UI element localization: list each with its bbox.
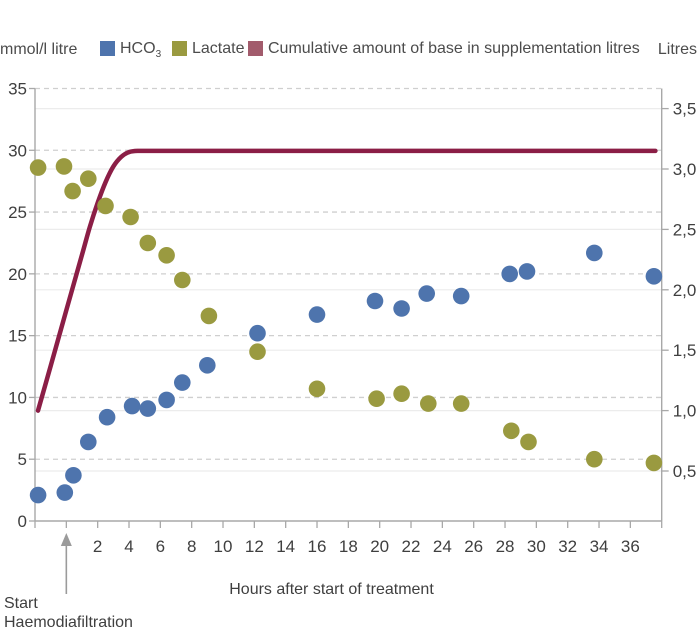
lactate-point: [64, 182, 81, 200]
left-tick-label: 15: [8, 327, 27, 346]
legend-item-hco3: HCO3: [100, 40, 161, 63]
lactate-swatch: [172, 41, 187, 56]
start-annotation: Start Haemodiafiltration: [4, 594, 133, 632]
hco3-point: [199, 357, 216, 374]
hco3-point: [501, 265, 518, 283]
left-axis-unit-label: mmol/l litre: [0, 41, 78, 58]
legend-label-hco3: HCO3: [120, 40, 161, 63]
right-tick-label: 2,0: [673, 281, 697, 300]
lactate-point: [158, 247, 175, 264]
hco3-point: [174, 374, 191, 391]
x-tick-label: 26: [464, 537, 483, 556]
lactate-point: [503, 422, 520, 440]
lactate-point: [645, 454, 663, 472]
left-tick-label: 35: [8, 80, 27, 99]
lactate-point: [249, 343, 266, 361]
hco3-point: [518, 263, 536, 280]
lactate-point: [368, 390, 385, 408]
hco3-point: [65, 467, 82, 484]
cumulative-line: [35, 148, 658, 413]
right-tick-label: 2,5: [673, 220, 697, 239]
lactate-point: [200, 307, 218, 325]
left-tick-label: 30: [8, 141, 27, 160]
lactate-point: [122, 208, 139, 226]
left-tick-label: 10: [8, 388, 27, 407]
hco3-label-text: HCO: [120, 40, 156, 57]
hco3-point: [80, 433, 97, 451]
legend-item-lactate: Lactate: [172, 40, 244, 57]
right-tick-label: 0,5: [673, 462, 697, 481]
x-tick-label: 16: [308, 537, 327, 556]
hco3-swatch: [100, 41, 115, 56]
hco3-point: [98, 408, 116, 426]
x-tick-label: 34: [590, 537, 609, 556]
hco3-point: [452, 287, 470, 305]
x-tick-label: 36: [621, 537, 640, 556]
lactate-point: [520, 433, 537, 451]
left-tick-label: 0: [18, 512, 27, 531]
hco3-point: [393, 300, 410, 317]
x-tick-label: 28: [496, 537, 515, 556]
x-tick-label: 30: [527, 537, 546, 556]
x-tick-label: 2: [93, 537, 102, 556]
hco3-point: [249, 324, 266, 342]
cumulative-swatch: [248, 41, 263, 56]
lactate-point: [80, 170, 97, 187]
x-tick-label: 14: [276, 537, 295, 556]
hco3-point: [56, 484, 74, 501]
x-tick-label: 24: [433, 537, 452, 556]
lactate-point: [586, 450, 603, 468]
legend-item-cumulative: Cumulative amount of base in supplementa…: [248, 40, 640, 57]
start-arrow-head: [60, 533, 72, 546]
legend-label-lactate: Lactate: [192, 40, 245, 57]
hco3-point: [366, 292, 384, 310]
lactate-point: [97, 197, 114, 215]
x-tick-label: 4: [124, 537, 133, 556]
left-tick-label: 5: [18, 450, 27, 469]
x-tick-label: 6: [156, 537, 165, 556]
right-tick-label: 1,0: [673, 402, 697, 421]
lactate-point: [420, 395, 437, 412]
x-tick-label: 10: [214, 537, 233, 556]
lactate-point: [29, 159, 47, 176]
x-tick-label: 20: [370, 537, 389, 556]
legend-label-cumulative: Cumulative amount of base in supplementa…: [268, 40, 640, 57]
hco3-point: [123, 397, 141, 415]
x-tick-label: 8: [187, 537, 196, 556]
hco3-point: [418, 285, 436, 302]
lactate-point: [452, 395, 470, 412]
hco3-subscript: 3: [155, 49, 162, 60]
hco3-point: [29, 486, 47, 504]
hco3-point: [645, 268, 663, 285]
left-tick-label: 20: [8, 265, 27, 284]
start-annotation-line2: Haemodiafiltration: [4, 614, 133, 631]
lactate-point: [139, 234, 157, 252]
legend-row: mmol/l litre HCO3 Lactate Cumulative amo…: [0, 40, 700, 60]
x-tick-label: 22: [402, 537, 421, 556]
hco3-point: [158, 391, 175, 409]
x-tick-label: 32: [558, 537, 577, 556]
lactate-point: [55, 158, 73, 175]
right-tick-label: 3,5: [673, 100, 697, 119]
hco3-point: [139, 400, 157, 417]
right-tick-label: 3,0: [673, 160, 697, 179]
x-tick-label: 12: [245, 537, 264, 556]
right-tick-label: 1,5: [673, 341, 697, 360]
left-tick-label: 25: [8, 203, 27, 222]
lactate-point: [174, 271, 191, 289]
start-annotation-line1: Start: [4, 595, 38, 612]
lactate-point: [308, 380, 326, 398]
hco3-point: [308, 306, 326, 323]
lactate-point: [393, 385, 410, 403]
right-axis-unit-label: Litres: [657, 41, 697, 58]
x-axis-label: Hours after start of treatment: [229, 581, 434, 598]
hco3-point: [586, 244, 603, 262]
x-tick-label: 18: [339, 537, 358, 556]
